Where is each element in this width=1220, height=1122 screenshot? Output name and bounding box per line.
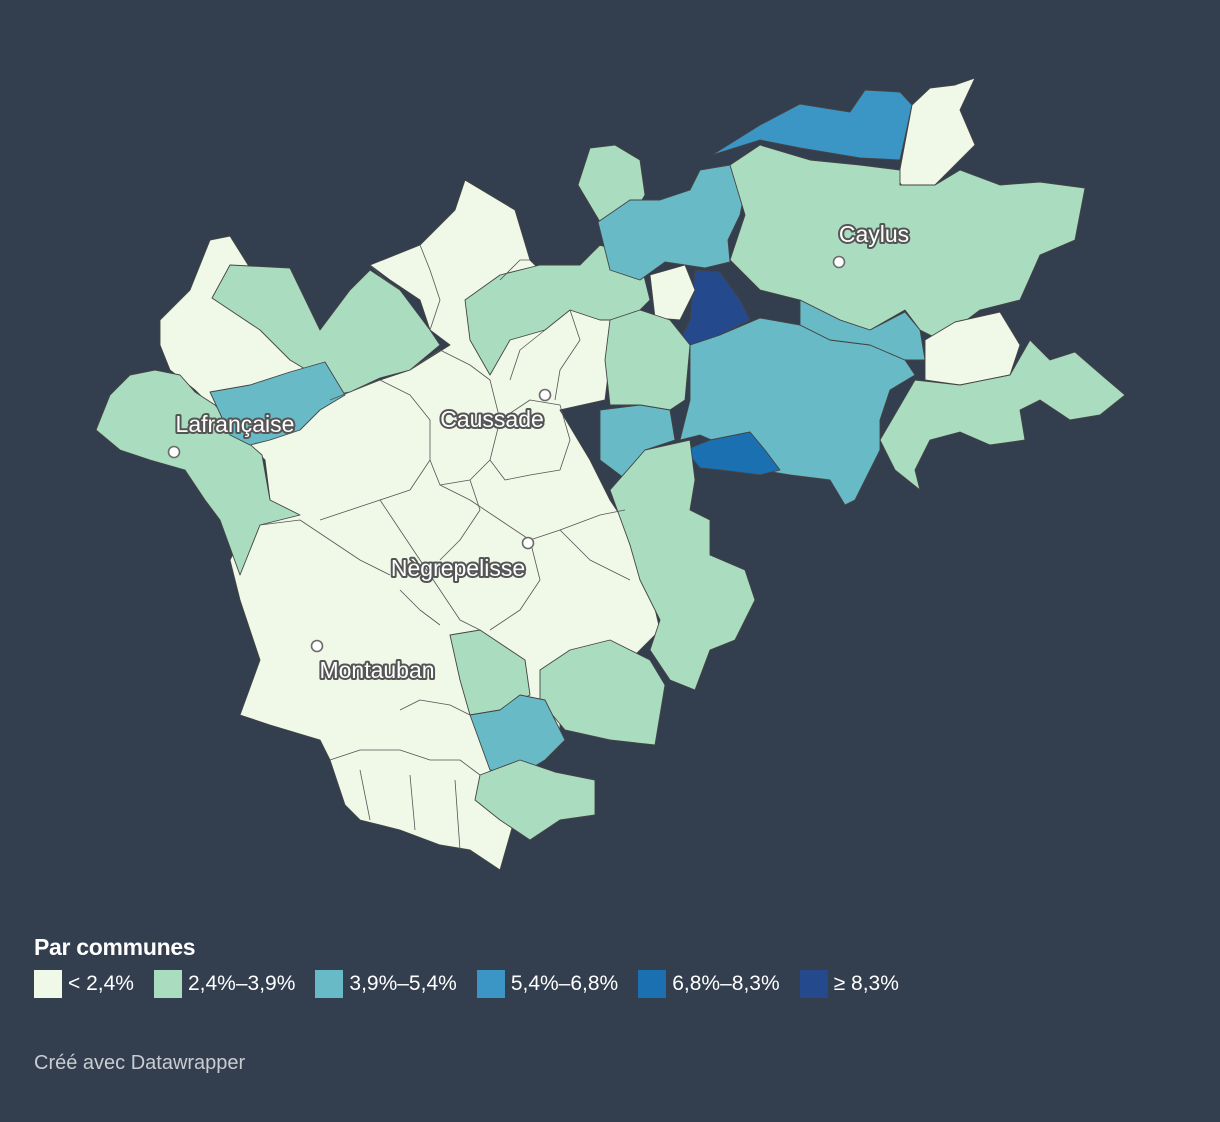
legend-swatch <box>638 970 667 998</box>
legend-label: < 2,4% <box>68 972 134 995</box>
commune-region[interactable] <box>599 404 676 491</box>
legend-item: 3,9%–5,4% <box>315 970 457 998</box>
city-label-negrepelisse: Nègrepelisse <box>391 555 525 581</box>
choropleth-map: Caylus Lafrançaise Caussade Nègrepelisse… <box>95 77 1126 871</box>
legend-label: 2,4%–3,9% <box>187 972 296 995</box>
commune-region[interactable] <box>879 339 1126 491</box>
commune-region[interactable] <box>609 439 756 691</box>
commune-region[interactable] <box>474 759 596 841</box>
legend-label: 3,9%–5,4% <box>349 972 457 995</box>
legend-item: 2,4%–3,9% <box>153 970 296 998</box>
commune-region[interactable] <box>649 264 696 321</box>
map-canvas: Caylus Lafrançaise Caussade Nègrepelisse… <box>95 77 1126 871</box>
city-marker: Montauban <box>310 639 437 685</box>
legend-swatch <box>799 970 828 998</box>
city-marker: Nègrepelisse <box>389 536 535 583</box>
commune-region[interactable] <box>684 431 781 476</box>
city-label-caussade: Caussade <box>440 406 544 432</box>
legend: Par communes < 2,4% 2,4%–3,9% 3,9%–5,4% 5,4… <box>34 934 1184 998</box>
legend-title: Par communes <box>34 934 196 960</box>
city-marker: Caussade <box>438 388 552 434</box>
legend-label: 6,8%–8,3% <box>672 972 780 995</box>
city-marker: Lafrançaise <box>167 409 296 459</box>
city-label-lafrancaise: Lafrançaise <box>176 411 295 437</box>
legend-swatch <box>153 970 182 998</box>
commune-region[interactable] <box>209 361 346 446</box>
legend-swatch <box>476 970 505 998</box>
legend-label: 5,4%–6,8% <box>510 972 619 995</box>
commune-region[interactable] <box>597 164 746 281</box>
city-label-caylus: Caylus <box>839 221 909 247</box>
commune-region[interactable] <box>924 311 1021 386</box>
commune-region[interactable] <box>711 89 913 161</box>
city-label-montauban: Montauban <box>319 657 434 683</box>
legend-items: < 2,4% 2,4%–3,9% 3,9%–5,4% 5,4%–6,8% 6,8%–8,… <box>34 970 1184 998</box>
legend-item: < 2,4% <box>34 970 134 998</box>
city-marker: Caylus <box>832 219 911 269</box>
commune-region[interactable] <box>799 299 926 361</box>
legend-item: 5,4%–6,8% <box>476 970 619 998</box>
commune-region[interactable] <box>95 369 301 576</box>
footer-credit: Créé avec Datawrapper <box>34 1052 246 1074</box>
legend-label: ≥ 8,3% <box>833 972 899 995</box>
legend-item: ≥ 8,3% <box>799 970 899 998</box>
legend-swatch <box>34 970 62 998</box>
legend-item: 6,8%–8,3% <box>638 970 780 998</box>
legend-swatch <box>315 970 344 998</box>
commune-region[interactable] <box>604 309 691 411</box>
